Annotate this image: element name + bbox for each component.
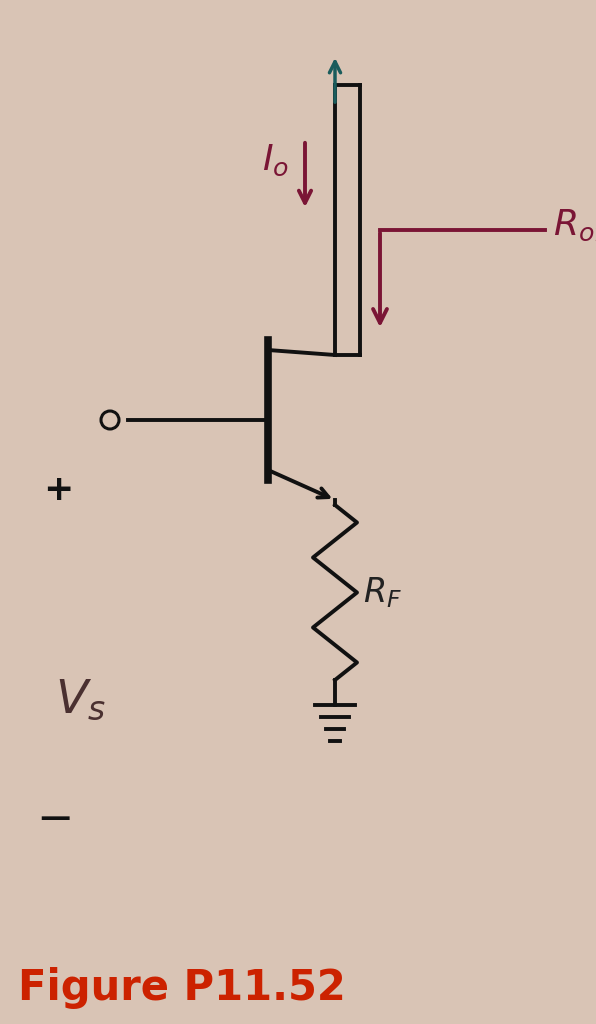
Text: Figure P11.52: Figure P11.52 [18, 967, 346, 1009]
Text: $I_o$: $I_o$ [262, 142, 288, 177]
Text: +: + [43, 473, 73, 507]
Text: $R_{of}$: $R_{of}$ [553, 207, 596, 243]
Text: $V_s$: $V_s$ [55, 677, 106, 723]
Text: $R_F$: $R_F$ [363, 575, 402, 610]
Text: −: − [36, 799, 74, 842]
